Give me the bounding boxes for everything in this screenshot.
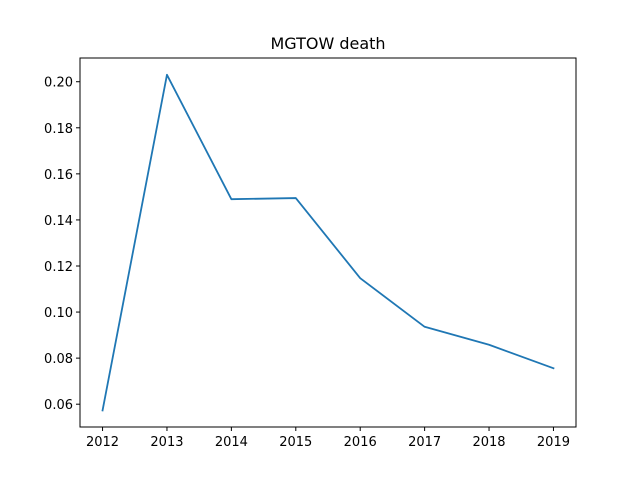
x-tick-label: 2018 — [472, 435, 505, 450]
x-tick-label: 2016 — [344, 435, 377, 450]
x-tick-label: 2019 — [537, 435, 570, 450]
y-tick-label: 0.12 — [44, 260, 73, 275]
x-tick-label: 2014 — [215, 435, 248, 450]
x-tick-label: 2013 — [150, 435, 183, 450]
y-tick-label: 0.10 — [44, 306, 73, 321]
y-axis: 0.06 0.08 0.10 0.12 0.14 0.16 0.18 0.20 — [44, 76, 80, 413]
y-tick-label: 0.08 — [44, 352, 73, 367]
x-axis: 2012 2013 2014 2015 2016 2017 2018 2019 — [86, 427, 570, 450]
x-tick-label: 2017 — [408, 435, 441, 450]
y-tick-label: 0.20 — [44, 76, 73, 91]
series-line — [101, 73, 555, 412]
x-tick-label: 2015 — [279, 435, 312, 450]
y-tick-label: 0.06 — [44, 398, 73, 413]
y-tick-label: 0.14 — [44, 214, 73, 229]
x-tick-label: 2012 — [86, 435, 119, 450]
series-layer — [101, 73, 555, 412]
chart-title: MGTOW death — [270, 34, 385, 53]
y-tick-label: 0.18 — [44, 122, 73, 137]
y-tick-label: 0.16 — [44, 168, 73, 183]
plot-area-frame — [79, 57, 577, 428]
